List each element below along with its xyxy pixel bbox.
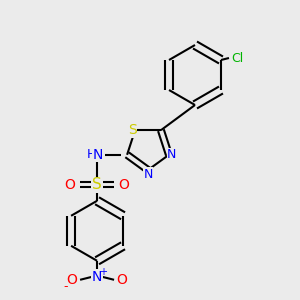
- Text: Cl: Cl: [231, 52, 243, 64]
- Text: N: N: [143, 167, 153, 181]
- Text: N: N: [92, 270, 102, 284]
- Text: N: N: [93, 148, 103, 162]
- Text: N: N: [167, 148, 177, 161]
- Text: O: O: [117, 273, 128, 287]
- Text: O: O: [118, 178, 130, 192]
- Text: S: S: [92, 177, 102, 192]
- Text: H: H: [87, 148, 96, 161]
- Text: O: O: [64, 178, 76, 192]
- Text: +: +: [99, 267, 107, 277]
- Text: S: S: [128, 123, 136, 137]
- Text: -: -: [64, 280, 68, 293]
- Text: O: O: [67, 273, 77, 287]
